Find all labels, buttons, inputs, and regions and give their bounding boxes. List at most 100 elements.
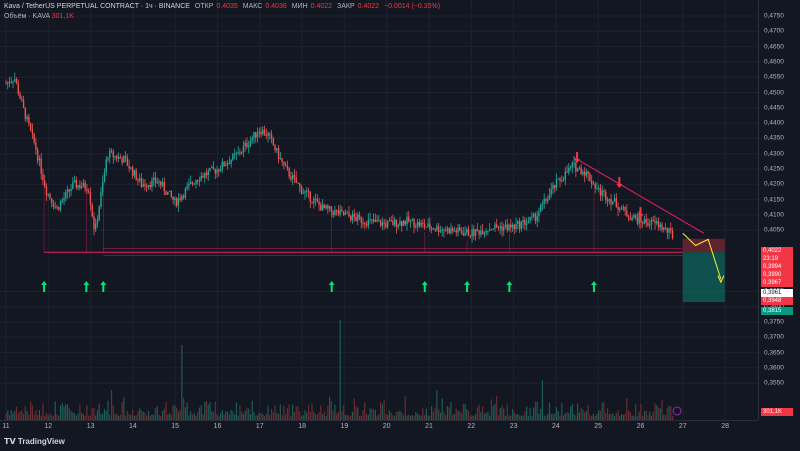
- candle-body: [508, 224, 510, 231]
- time-tick: 12: [44, 423, 53, 430]
- candle-body: [276, 148, 278, 151]
- volume-bar: [258, 412, 260, 420]
- volume-bar: [645, 410, 647, 420]
- volume-bar: [566, 412, 568, 420]
- volume-bar: [635, 403, 637, 420]
- candle-body: [517, 221, 519, 224]
- candle-body: [337, 210, 340, 215]
- candle-body: [26, 116, 28, 120]
- candle-body: [89, 192, 92, 205]
- candle-body: [539, 205, 542, 212]
- volume-bar: [12, 413, 14, 420]
- open-label: ОТКР: [194, 3, 214, 10]
- volume-bar: [388, 410, 391, 420]
- symbol-title[interactable]: Kava / TetherUS PERPETUAL CONTRACT · 1ч …: [4, 3, 190, 10]
- volume-bar: [504, 415, 507, 420]
- volume-bar: [615, 412, 617, 420]
- volume-bar: [320, 405, 322, 420]
- volume-bar: [527, 415, 529, 420]
- volume-bar: [307, 405, 310, 420]
- candle-body: [94, 223, 97, 230]
- volume-bar: [234, 414, 236, 420]
- high-label: МАКС: [242, 3, 263, 10]
- volume-bar: [311, 403, 313, 420]
- candle-body: [594, 183, 596, 189]
- candle-body: [464, 232, 466, 236]
- candle-body: [244, 142, 246, 147]
- candle-body: [21, 98, 23, 101]
- candle-body: [437, 226, 440, 233]
- volume-bar: [318, 412, 320, 420]
- candle-body: [583, 171, 586, 176]
- candle-body: [263, 129, 266, 135]
- volume-bar: [214, 401, 216, 420]
- candle-body: [284, 164, 287, 167]
- tradingview-logo[interactable]: 𝗧𝗩 TradingView: [4, 437, 65, 446]
- volume-bar: [492, 405, 494, 420]
- candle-body: [376, 219, 378, 222]
- volume-bar: [511, 409, 514, 420]
- candle-body: [186, 185, 188, 189]
- candle-body: [291, 175, 294, 180]
- candle-body: [226, 163, 229, 166]
- candle-body: [161, 182, 164, 186]
- volume-bar: [358, 415, 361, 420]
- candle-body: [473, 229, 475, 236]
- candle-body: [135, 170, 137, 181]
- volume-bar: [177, 411, 179, 420]
- price-tick: 0,3650: [764, 349, 784, 357]
- candle-body: [652, 219, 654, 221]
- price-label: 0,4022: [761, 247, 793, 255]
- volume-label[interactable]: Объём · KAVA: [4, 13, 50, 20]
- volume-bar: [300, 415, 303, 420]
- volume-bar: [594, 415, 596, 420]
- volume-bar: [538, 413, 540, 420]
- candle-body: [668, 228, 670, 233]
- candle-body: [638, 215, 640, 224]
- volume-bar: [571, 404, 573, 420]
- candle-body: [390, 220, 392, 222]
- candle-body: [659, 224, 661, 228]
- candle-body: [330, 206, 333, 212]
- volume-bar: [518, 415, 521, 420]
- up-arrow-icon: [506, 281, 513, 292]
- time-tick: 11: [2, 423, 10, 430]
- volume-bar: [515, 414, 517, 420]
- volume-bar: [622, 414, 624, 420]
- volume-bar: [198, 407, 201, 420]
- candle-body: [126, 158, 129, 166]
- candle-body: [490, 229, 493, 231]
- volume-bar: [19, 411, 21, 420]
- candle-body: [469, 235, 472, 237]
- volume-bar: [227, 411, 229, 420]
- candle-body: [130, 167, 132, 169]
- volume-bar: [117, 415, 120, 420]
- candle-body: [633, 215, 635, 218]
- price-axis[interactable]: 0,4750 0,4700 0,4650 0,4600 0,4550 0,4500 0,44…: [758, 0, 800, 420]
- volume-bar: [89, 415, 92, 420]
- candle-body: [68, 189, 71, 192]
- volume-bar: [445, 414, 447, 420]
- candlestick-chart[interactable]: [0, 0, 758, 420]
- candle-body: [237, 152, 239, 154]
- candle-body: [290, 176, 292, 180]
- volume-bar: [531, 415, 533, 420]
- candle-body: [355, 216, 357, 221]
- footer-bar: 𝗧𝗩 TradingView: [0, 435, 800, 451]
- volume-bar: [142, 411, 144, 420]
- volume-bar: [276, 413, 278, 420]
- time-axis[interactable]: 11 12 13 14 15 16 17 18 19 20 21 22 23 24 25 26 27 28: [0, 420, 758, 435]
- volume-bar: [68, 408, 70, 420]
- volume-bar: [552, 413, 554, 420]
- volume-bar: [52, 415, 55, 420]
- volume-bar: [568, 413, 570, 420]
- candle-body: [409, 220, 412, 222]
- price-tick: 0,4600: [764, 58, 784, 66]
- candle-body: [87, 191, 90, 193]
- candle-body: [170, 190, 173, 197]
- chart-area[interactable]: Kava / TetherUS PERPETUAL CONTRACT · 1ч …: [0, 0, 758, 420]
- candle-body: [255, 131, 257, 138]
- candle-body: [357, 214, 359, 221]
- volume-bar: [408, 414, 410, 420]
- candle-body: [272, 138, 275, 146]
